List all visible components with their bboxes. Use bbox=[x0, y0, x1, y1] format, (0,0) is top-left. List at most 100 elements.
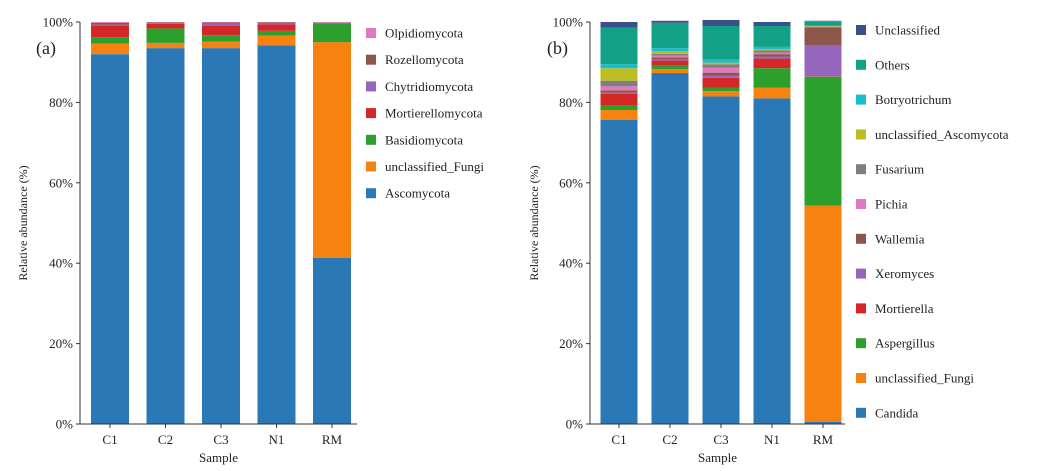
x-tick-label: C3 bbox=[213, 432, 228, 447]
y-tick-label: 40% bbox=[559, 256, 583, 271]
bar-c1-chytridiomycota bbox=[91, 25, 129, 26]
bar-n1-unclassified-fungi bbox=[258, 36, 296, 46]
bar-n1-unclassified-ascomycota bbox=[754, 49, 791, 50]
bar-rm-basidiomycota bbox=[313, 23, 351, 42]
legend-swatch-chytridiomycota bbox=[366, 81, 376, 91]
bar-rm-wallemia bbox=[805, 27, 842, 45]
bar-n1-others bbox=[754, 26, 791, 47]
legend-swatch-others bbox=[856, 60, 866, 70]
bar-rm-unclassified-fungi bbox=[313, 42, 351, 258]
x-tick-label: RM bbox=[813, 432, 834, 447]
bar-c3-others bbox=[703, 26, 740, 59]
bar-c2-chytridiomycota bbox=[147, 23, 185, 24]
legend-swatch-pichia bbox=[856, 199, 866, 209]
bar-n1-basidiomycota bbox=[258, 31, 296, 36]
bar-n1-candida bbox=[754, 98, 791, 424]
bar-c1-basidiomycota bbox=[91, 37, 129, 43]
legend-swatch-wallemia bbox=[856, 234, 866, 244]
bar-c3-ascomycota bbox=[202, 48, 240, 424]
bar-rm-others bbox=[805, 21, 842, 25]
y-tick-label: 20% bbox=[559, 336, 583, 351]
bar-c1-pichia bbox=[601, 86, 638, 90]
bar-c1-unclassified-fungi bbox=[91, 44, 129, 54]
bar-c3-basidiomycota bbox=[202, 35, 240, 41]
bar-c3-unclassified bbox=[703, 20, 740, 26]
bar-n1-fusarium bbox=[754, 51, 791, 53]
y-tick-label: 0% bbox=[566, 417, 584, 432]
legend-label-aspergillus: Aspergillus bbox=[875, 336, 935, 351]
bar-c2-rozellomycota bbox=[147, 22, 185, 23]
legend-swatch-basidiomycota bbox=[366, 135, 376, 145]
chart-panel-2: C1 C2 C3 N1 RM 0% 20% 40% 60% 80% 100% Sample Relati… bbox=[527, 15, 1009, 466]
legend-label-unclassified-fungi: unclassified_Fungi bbox=[875, 371, 974, 386]
bar-rm-ascomycota bbox=[313, 258, 351, 424]
legend-swatch-fusarium bbox=[856, 164, 866, 174]
bar-c2-aspergillus bbox=[652, 66, 689, 69]
x-tick-label: C3 bbox=[713, 432, 728, 447]
legend-swatch-ascomycota bbox=[366, 188, 376, 198]
bar-c2-mortierella bbox=[652, 61, 689, 66]
y-tick-label: 60% bbox=[49, 175, 73, 190]
y-tick-label: 0% bbox=[56, 417, 74, 432]
legend-swatch-unclassified-ascomycota bbox=[856, 129, 866, 139]
legend-label-botryotrichum: Botryotrichum bbox=[875, 92, 952, 107]
legend-label-others: Others bbox=[875, 57, 910, 72]
bar-c3-xeromyces bbox=[703, 76, 740, 78]
bar-c3-chytridiomycota bbox=[202, 24, 240, 26]
x-tick-label: C1 bbox=[611, 432, 626, 447]
x-tick-label: C2 bbox=[662, 432, 677, 447]
bar-c1-rozellomycota bbox=[91, 23, 129, 25]
bar-c3-pichia bbox=[703, 68, 740, 73]
legend-label-unclassified-ascomycota: unclassified_Ascomycota bbox=[875, 127, 1009, 142]
bar-rm-xeromyces bbox=[805, 46, 842, 77]
bar-c2-candida bbox=[652, 73, 689, 424]
x-axis-label: Sample bbox=[698, 450, 737, 465]
bar-n1-chytridiomycota bbox=[258, 24, 296, 25]
legend-swatch-mortierella bbox=[856, 303, 866, 313]
bar-c2-unclassified-fungi bbox=[652, 69, 689, 73]
bar-c1-fusarium bbox=[601, 81, 638, 87]
bar-c2-mortierellomycota bbox=[147, 24, 185, 28]
x-axis-label: Sample bbox=[199, 450, 238, 465]
bar-c2-wallemia bbox=[652, 57, 689, 59]
legend-swatch-unclassified-fungi bbox=[366, 162, 376, 172]
x-tick-label: RM bbox=[322, 432, 343, 447]
bar-c1-candida bbox=[601, 120, 638, 424]
bar-rm-aspergillus bbox=[805, 77, 842, 206]
legend-swatch-candida bbox=[856, 408, 866, 418]
legend-label-unclassified: Unclassified bbox=[875, 23, 940, 38]
bar-n1-pichia bbox=[754, 53, 791, 55]
bar-n1-unclassified-fungi bbox=[754, 88, 791, 99]
bar-c2-others bbox=[652, 23, 689, 48]
bar-n1-unclassified bbox=[754, 22, 791, 26]
y-tick-label: 100% bbox=[553, 15, 584, 30]
bar-n1-ascomycota bbox=[258, 45, 296, 424]
bar-c1-unclassified-fungi bbox=[601, 110, 638, 120]
bar-c2-ascomycota bbox=[147, 48, 185, 424]
y-tick-label: 20% bbox=[49, 336, 73, 351]
bar-rm-unclassified-fungi bbox=[805, 206, 842, 422]
y-axis-label: Relative abundance (%) bbox=[527, 165, 541, 280]
legend-label-mortierellomycota: Mortierellomycota bbox=[385, 106, 483, 121]
bar-c2-unclassified-ascomycota bbox=[652, 51, 689, 53]
y-tick-label: 80% bbox=[49, 95, 73, 110]
legend-swatch-aspergillus bbox=[856, 338, 866, 348]
legend-swatch-unclassified bbox=[856, 25, 866, 35]
bar-c2-basidiomycota bbox=[147, 28, 185, 42]
bar-c1-mortierella bbox=[601, 94, 638, 106]
bar-c2-unclassified bbox=[652, 21, 689, 23]
y-tick-label: 80% bbox=[559, 95, 583, 110]
bar-c1-botryotrichum bbox=[601, 64, 638, 68]
x-tick-label: N1 bbox=[764, 432, 780, 447]
bar-c2-unclassified-fungi bbox=[147, 43, 185, 48]
x-tick-label: C2 bbox=[158, 432, 173, 447]
bar-c3-candida bbox=[703, 96, 740, 424]
y-tick-label: 60% bbox=[559, 175, 583, 190]
legend-label-basidiomycota: Basidiomycota bbox=[385, 132, 463, 147]
bar-c2-botryotrichum bbox=[652, 48, 689, 51]
legend-swatch-xeromyces bbox=[856, 269, 866, 279]
bar-c3-aspergillus bbox=[703, 88, 740, 91]
